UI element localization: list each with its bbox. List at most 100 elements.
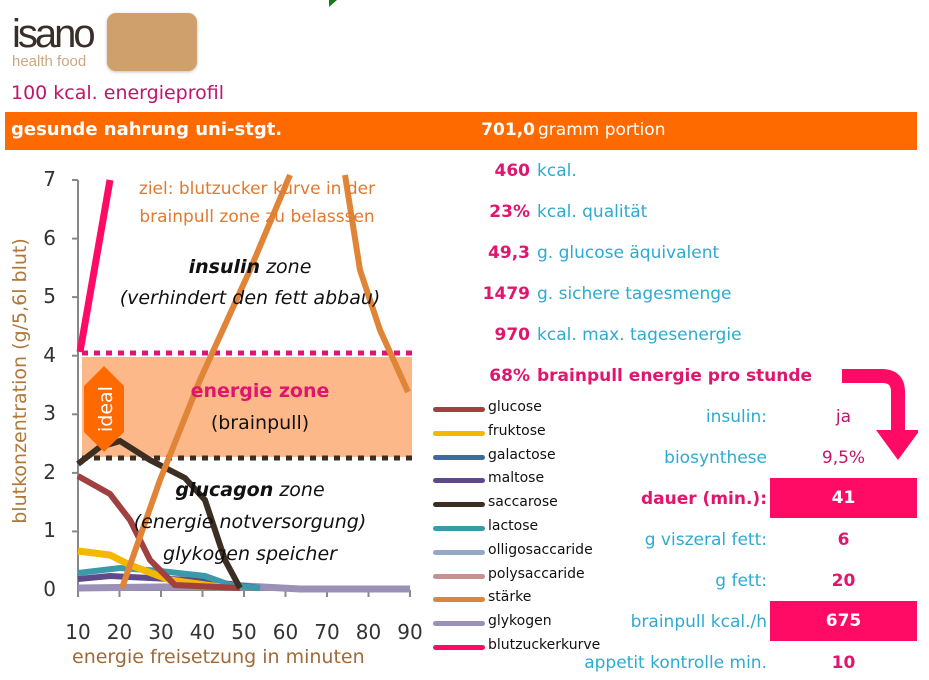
food-name: gesunde nahrung uni-stgt.	[11, 119, 283, 140]
legend-item-maltose: maltose	[431, 469, 611, 493]
value-insulin: ja	[835, 407, 852, 427]
insulin-zone-label: insulin zone (verhindert den fett abbau)	[100, 252, 400, 314]
food-banner: gesunde nahrung uni-stgt. 701,0 gramm po…	[5, 112, 917, 150]
series-staerke-up	[119, 173, 293, 589]
x-tick-70: 70	[314, 620, 340, 644]
legend-label: saccarose	[488, 494, 558, 511]
legend-swatch	[433, 573, 485, 579]
cell-marker-icon	[329, 0, 337, 7]
y-axis-label: blutkonzentration (g/5,6l blut)	[9, 238, 31, 524]
legend-label: olligosaccaride	[488, 541, 593, 558]
y-tick-3: 3	[43, 401, 56, 425]
energy-zone-title: energie zone	[190, 380, 330, 402]
label-brainpull-kcal: brainpull kcal./h	[630, 612, 767, 632]
legend-swatch	[433, 454, 485, 460]
series-staerke-down	[342, 174, 411, 394]
legend-item-polysaccaride: polysaccaride	[431, 565, 611, 589]
logo-tile	[107, 13, 197, 71]
legend-item-glucose: glucose	[431, 398, 611, 422]
legend-label: lactose	[488, 517, 539, 534]
legend-swatch	[433, 407, 485, 412]
goal-line-2: brainpull zone zu belasssen	[139, 207, 375, 227]
legend-label: blutzuckerkurve	[488, 636, 601, 653]
label-duration: dauer (min.):	[640, 489, 767, 509]
label-fat: g fett:	[715, 571, 767, 591]
legend-item-staerke: stärke	[431, 588, 611, 612]
x-tick-50: 50	[231, 620, 257, 644]
portion-value: 701,0	[481, 120, 535, 140]
stat-unit: brainpull energie pro stunde	[537, 366, 813, 386]
legend-item-saccarose: saccarose	[431, 493, 611, 517]
goal-annotation: ziel: blutzucker kurve in der brainpull …	[112, 175, 402, 231]
portion-unit: gramm portion	[538, 120, 666, 140]
y-tick-4: 4	[43, 343, 56, 367]
x-axis-label: energie freisetzung in minuten	[72, 646, 365, 668]
legend-label: galactose	[488, 446, 556, 463]
glucagon-zone-sub2: glykogen speicher	[163, 543, 337, 565]
glucagon-bold: glucagon	[175, 479, 274, 501]
y-axis-ticks	[72, 179, 78, 533]
legend-label: polysaccaride	[488, 565, 585, 582]
stat-value: 49,3	[488, 243, 530, 263]
insulin-bold: insulin	[188, 256, 261, 278]
x-tick-90: 90	[397, 620, 423, 644]
legend-swatch	[433, 621, 485, 627]
legend-item-blutzuckerkurve: blutzuckerkurve	[431, 636, 611, 660]
value-fat: 20	[831, 571, 856, 591]
legend-label: maltose	[488, 470, 545, 487]
isano-logo: isano health food	[10, 10, 200, 72]
x-tick-20: 20	[106, 620, 133, 644]
stat-unit: kcal. max. tagesenergie	[537, 325, 742, 345]
glucagon-zone-title: glucagon zone	[100, 474, 400, 506]
stat-unit: g. sichere tagesmenge	[537, 284, 732, 304]
legend-swatch	[433, 502, 485, 508]
stat-unit: kcal.	[537, 161, 577, 181]
energy-zone-label: energie zone (brainpull)	[140, 375, 380, 439]
chart-legend: glucose fruktose galactose maltose sacca…	[431, 398, 611, 660]
y-tick-2: 2	[43, 460, 56, 484]
legend-item-galactose: galactose	[431, 446, 611, 470]
x-tick-10: 10	[65, 620, 91, 644]
value-brainpull-kcal: 675	[770, 601, 917, 641]
y-tick-7: 7	[43, 167, 56, 191]
legend-swatch	[433, 597, 485, 603]
value-appetite-control: 10	[831, 653, 856, 673]
stat-value: 460	[494, 161, 531, 181]
legend-item-glykogen: glykogen	[431, 612, 611, 636]
insulin-zone-sub: (verhindert den fett abbau)	[119, 287, 381, 309]
y-tick-1: 1	[43, 518, 56, 542]
blood-sugar-chart: ideal	[72, 173, 416, 597]
legend-label: stärke	[488, 589, 532, 606]
stat-unit: kcal. qualität	[537, 202, 648, 222]
x-tick-30: 30	[148, 620, 174, 644]
legend-swatch	[433, 644, 485, 650]
x-tick-60: 60	[272, 620, 299, 644]
label-appetite-control: appetit kontrolle min.	[584, 653, 767, 673]
goal-line-1: ziel: blutzucker kurve in der	[138, 179, 376, 199]
curved-arrow-icon	[842, 369, 918, 460]
value-visceral-fat: 6	[837, 530, 850, 550]
legend-swatch	[433, 478, 485, 484]
legend-label: glykogen	[488, 613, 552, 630]
label-biosynthese: biosynthese	[664, 448, 767, 468]
insulin-zone-title: insulin zone	[100, 252, 400, 283]
y-tick-5: 5	[43, 284, 56, 308]
stat-value: 23%	[489, 202, 530, 222]
legend-item-lactose: lactose	[431, 517, 611, 541]
y-tick-6: 6	[43, 226, 56, 250]
page-subtitle: 100 kcal. energieprofil	[11, 82, 225, 104]
x-tick-80: 80	[355, 620, 382, 644]
stat-value: 1479	[482, 284, 530, 304]
series-blutzuckerkurve	[76, 179, 114, 353]
legend-item-olligosaccaride: olligosaccaride	[431, 541, 611, 565]
energy-zone-sub: (brainpull)	[210, 412, 310, 434]
value-biosynthese: 9,5%	[821, 448, 866, 468]
glucagon-zone-sub1: (energie notversorgung)	[133, 511, 367, 533]
y-tick-0: 0	[43, 577, 56, 601]
legend-swatch	[433, 430, 485, 436]
glucagon-rest: zone	[273, 479, 325, 501]
legend-item-fruktose: fruktose	[431, 422, 611, 446]
insulin-rest: zone	[260, 256, 312, 278]
label-visceral-fat: g viszeral fett:	[644, 530, 767, 550]
legend-label: fruktose	[488, 422, 546, 439]
